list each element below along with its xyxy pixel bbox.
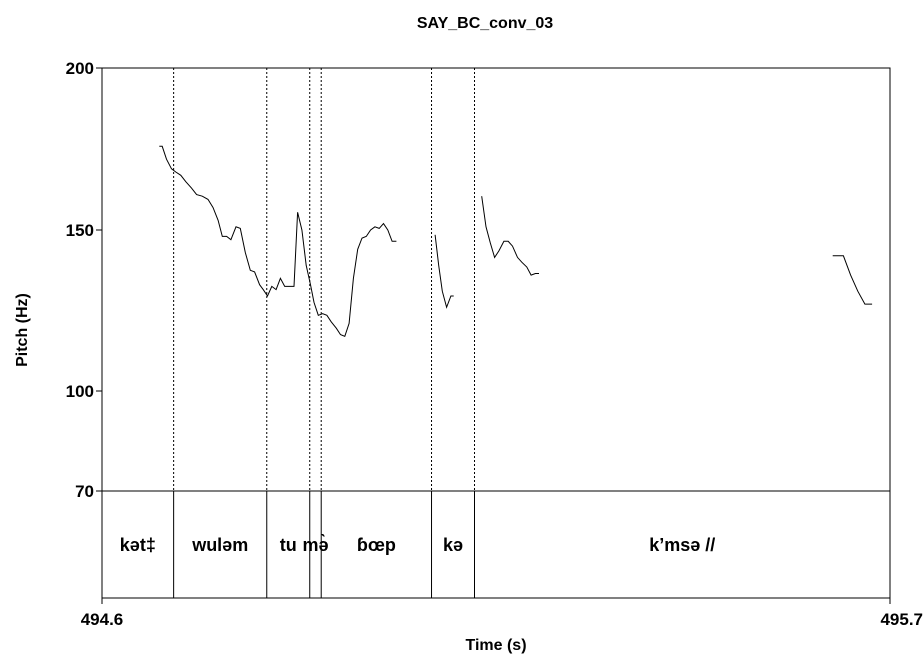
tier-label-1: wuləm <box>191 535 248 555</box>
chart-title: SAY_BC_conv_03 <box>417 15 553 32</box>
tier-label-5: kə <box>443 535 463 555</box>
tier-label-0: kət‡ <box>120 535 156 555</box>
tier-label-2: tu <box>280 535 297 555</box>
y-tick-label-100: 100 <box>66 382 94 401</box>
tier-labels: kət‡ wuləm tu mə̀ ɓœp kə k’msə // <box>120 534 715 555</box>
pitch-contours <box>159 145 873 337</box>
pitch-segment-3 <box>832 255 873 305</box>
tier-label-3: mə̀ <box>302 534 328 555</box>
pitch-panel <box>101 67 891 492</box>
y-tick-label-200: 200 <box>66 59 94 78</box>
tier-panel <box>101 490 891 599</box>
tier-label-6: k’msə // <box>649 535 715 555</box>
pitch-plot-frame <box>101 67 891 492</box>
tier-boundaries <box>173 68 476 598</box>
y-tick-label-150: 150 <box>66 221 94 240</box>
pitch-segment-0 <box>159 145 397 337</box>
pitch-segment-1 <box>434 234 454 309</box>
x-axis: 494.6 495.7 <box>81 598 923 629</box>
x-tick-label-495.7: 495.7 <box>880 610 923 629</box>
y-tick-label-70: 70 <box>75 482 94 501</box>
x-tick-label-494.6: 494.6 <box>81 610 124 629</box>
x-axis-label: Time (s) <box>465 637 526 654</box>
tier-frame <box>101 490 891 599</box>
pitch-segment-2 <box>481 196 539 276</box>
y-axis: 70 100 150 200 <box>66 59 102 501</box>
y-axis-label: Pitch (Hz) <box>14 293 31 367</box>
tier-label-4: ɓœp <box>357 535 396 555</box>
